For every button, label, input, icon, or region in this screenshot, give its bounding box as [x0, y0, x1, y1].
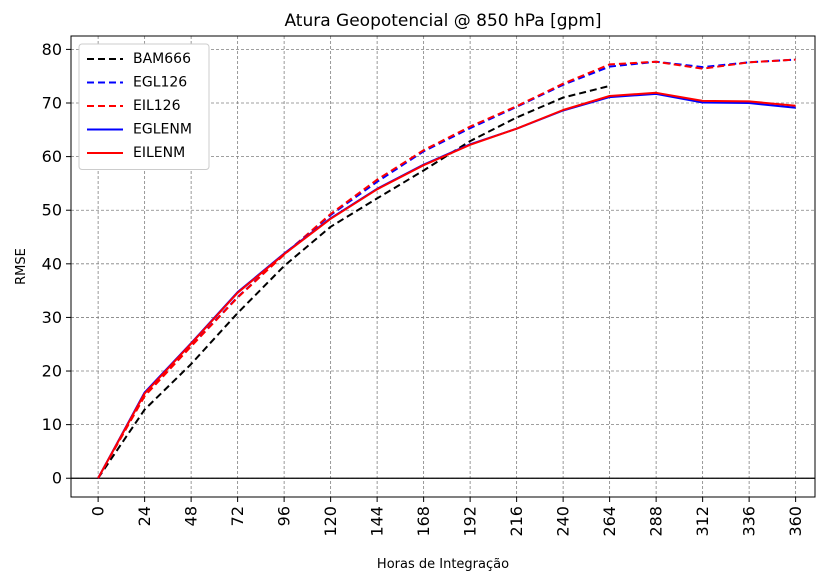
y-tick-label: 20	[42, 362, 62, 381]
legend-label: EIL126	[133, 98, 181, 114]
x-tick-label: 0	[89, 506, 108, 516]
x-tick-label: 288	[647, 506, 666, 537]
x-axis: 0 24 48 72 96 120 144 168 192 216 240 264 288 312 336 3…	[89, 497, 805, 537]
y-tick-label: 80	[42, 40, 62, 59]
y-tick-label: 0	[52, 469, 62, 488]
legend-label: EILENM	[133, 145, 185, 161]
x-tick-label: 96	[275, 506, 294, 526]
legend-label: EGLENM	[133, 122, 192, 138]
x-tick-label: 336	[740, 506, 759, 537]
x-tick-label: 360	[786, 506, 805, 537]
x-tick-label: 24	[135, 506, 154, 526]
chart-title: Atura Geopotencial @ 850 hPa [gpm]	[284, 11, 601, 31]
y-tick-label: 10	[42, 415, 62, 434]
y-tick-label: 40	[42, 254, 62, 273]
legend-label: EGL126	[133, 75, 187, 91]
legend-label: BAM666	[133, 51, 191, 67]
y-tick-label: 50	[42, 201, 62, 220]
x-tick-label: 216	[507, 506, 526, 537]
x-tick-label: 48	[182, 506, 201, 526]
x-tick-label: 264	[600, 506, 619, 537]
x-tick-label: 192	[461, 506, 480, 537]
y-tick-label: 60	[42, 147, 62, 166]
x-tick-label: 240	[554, 506, 573, 537]
x-tick-label: 120	[321, 506, 340, 537]
y-axis-title: RMSE	[14, 248, 29, 285]
y-tick-label: 70	[42, 94, 62, 113]
legend: BAM666 EGL126 EIL126 EGLENM EILENM	[78, 43, 210, 170]
x-tick-label: 312	[693, 506, 712, 537]
legend-box	[78, 43, 210, 170]
series-line-bam666	[97, 84, 610, 479]
x-tick-label: 144	[368, 506, 387, 537]
x-axis-title: Horas de Integração	[377, 557, 509, 572]
y-tick-label: 30	[42, 308, 62, 327]
series-line-eilenm	[97, 91, 796, 479]
x-tick-label: 168	[414, 506, 433, 537]
plot-frame	[70, 35, 816, 498]
series-group	[97, 58, 796, 479]
x-tick-label: 72	[228, 506, 247, 526]
series-line-eil126	[97, 58, 796, 479]
y-axis: 0 10 20 30 40 50 60 70 80	[42, 40, 71, 488]
